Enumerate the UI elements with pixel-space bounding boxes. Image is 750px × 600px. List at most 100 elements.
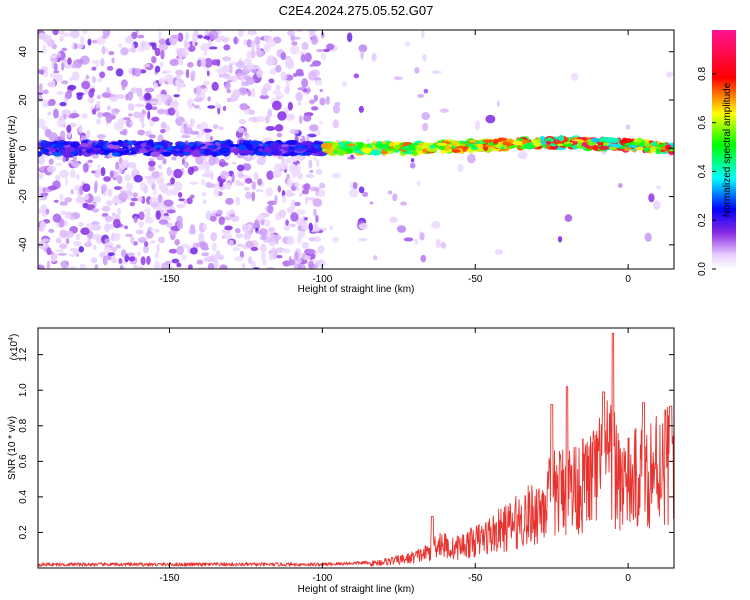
- spectrogram-y-tick-label: 40: [18, 46, 29, 58]
- spectrogram-cell: [396, 225, 407, 233]
- spectrogram-cell: [144, 145, 152, 151]
- spectrogram-frame: [37, 29, 675, 270]
- spectrogram-cell: [133, 241, 138, 246]
- spectrogram-cell: [134, 103, 145, 108]
- spectrogram-cell: [623, 147, 631, 152]
- spectrogram-cell: [242, 131, 248, 135]
- spectrogram-cell: [259, 94, 270, 100]
- spectrogram-cell: [108, 143, 114, 149]
- spectrogram-cell: [47, 100, 53, 107]
- spectrogram-cell: [370, 150, 378, 155]
- spectrogram-cell: [168, 248, 178, 254]
- spectrogram-cell: [162, 151, 172, 157]
- spectrogram-cell: [175, 47, 186, 54]
- spectrogram-cell: [200, 242, 209, 251]
- spectrogram-cell: [655, 148, 662, 155]
- spectrogram-cell: [289, 192, 296, 197]
- spectrogram-cell: [120, 162, 126, 171]
- spectrogram-cell: [219, 264, 228, 269]
- spectrogram-cell: [117, 207, 122, 216]
- spectrogram-cell: [245, 191, 252, 200]
- spectrogram-cell: [208, 30, 219, 40]
- spectrogram-cell: [275, 64, 282, 73]
- spectrogram-cell: [104, 238, 110, 243]
- spectrogram-cell: [101, 212, 109, 217]
- spectrogram-cell: [207, 262, 215, 269]
- spectrogram-cell: [267, 108, 273, 118]
- spectrogram-y-tick-label: -20: [18, 189, 29, 204]
- spectrogram-cell: [285, 219, 290, 227]
- spectrogram-cell: [369, 201, 374, 205]
- spectrogram-cell: [142, 245, 149, 254]
- spectrogram-cell: [195, 154, 204, 165]
- spectrogram-cell: [313, 94, 318, 102]
- spectrogram-cell: [96, 111, 104, 118]
- spectrogram-cell: [160, 121, 167, 129]
- spectrogram-cell: [162, 143, 169, 150]
- spectrogram-cell: [163, 199, 174, 207]
- spectrogram-cell: [246, 223, 252, 231]
- spectrogram-cell: [54, 141, 64, 149]
- spectrogram-cell: [55, 237, 62, 244]
- spectrogram-cell: [64, 177, 69, 186]
- spectrogram-cell: [106, 149, 112, 153]
- colorbar-label: Normalized spectral amplitude: [722, 82, 733, 217]
- spectrogram-cell: [314, 130, 321, 136]
- spectrogram-cell: [268, 30, 273, 33]
- spectrogram-cell: [238, 87, 248, 96]
- spectrogram-cell: [305, 173, 315, 179]
- spectrogram-cell: [59, 201, 69, 206]
- spectrogram-cell: [59, 36, 64, 42]
- spectrogram-cell: [146, 255, 151, 266]
- spectrogram-cell: [73, 240, 82, 247]
- spectrogram-cell: [95, 100, 101, 109]
- spectrogram-cell: [177, 191, 183, 198]
- spectrogram-cell: [289, 128, 300, 135]
- spectrogram-cell: [70, 188, 74, 195]
- spectrogram-cell: [203, 35, 211, 40]
- spectrogram-cell: [97, 141, 105, 147]
- spectrogram-cell: [246, 143, 253, 151]
- spectrogram-cell: [65, 146, 76, 153]
- spectrogram-cell: [176, 262, 182, 268]
- spectrogram-cell: [285, 113, 296, 121]
- spectrogram-cell: [173, 104, 178, 111]
- spectrogram-cell: [150, 240, 155, 244]
- spectrogram-cell: [75, 174, 80, 180]
- spectrogram-cell: [174, 181, 180, 191]
- spectrogram-x-tick-label: 0: [625, 274, 631, 285]
- spectrogram-cell: [96, 77, 103, 83]
- spectrogram-x-tick-label: -100: [312, 274, 332, 285]
- spectrogram-cell: [94, 264, 99, 269]
- spectrogram-cell: [118, 192, 128, 201]
- spectrogram-cell: [162, 158, 167, 165]
- spectrogram-cell: [290, 44, 300, 55]
- spectrogram-cell: [237, 127, 245, 133]
- spectrogram-cell: [105, 200, 113, 206]
- spectrogram-cell: [256, 68, 263, 78]
- spectrogram-cell: [100, 166, 106, 177]
- spectrogram-cell: [66, 124, 72, 133]
- spectrogram-cell: [133, 215, 138, 223]
- spectrogram-cell: [122, 128, 128, 136]
- spectrogram-cell: [312, 141, 324, 145]
- spectrogram-cell: [59, 101, 67, 107]
- spectrogram-cell: [300, 53, 306, 63]
- spectrogram-cell: [421, 30, 425, 39]
- spectrogram-cell: [264, 115, 270, 124]
- spectrogram-cell: [612, 145, 623, 148]
- spectrogram-cell: [92, 233, 102, 241]
- spectrogram-cell: [286, 178, 294, 188]
- spectrogram-cell: [71, 64, 77, 69]
- spectrogram-cell: [258, 148, 263, 152]
- spectrogram-cell: [72, 249, 81, 255]
- spectrogram-cell: [96, 36, 106, 45]
- spectrogram-cell: [255, 188, 264, 193]
- spectrogram-cell: [115, 244, 121, 249]
- spectrogram-cell: [160, 94, 168, 103]
- spectrogram-cell: [130, 150, 137, 155]
- spectrogram-cell: [219, 181, 223, 188]
- snr-plot: -150 -100 -50 0 0.2 0.4 0.6 0.8 1.0 1.2 Height o…: [7, 327, 675, 595]
- spectrogram-cell: [285, 79, 290, 89]
- spectrogram-cell: [116, 174, 123, 184]
